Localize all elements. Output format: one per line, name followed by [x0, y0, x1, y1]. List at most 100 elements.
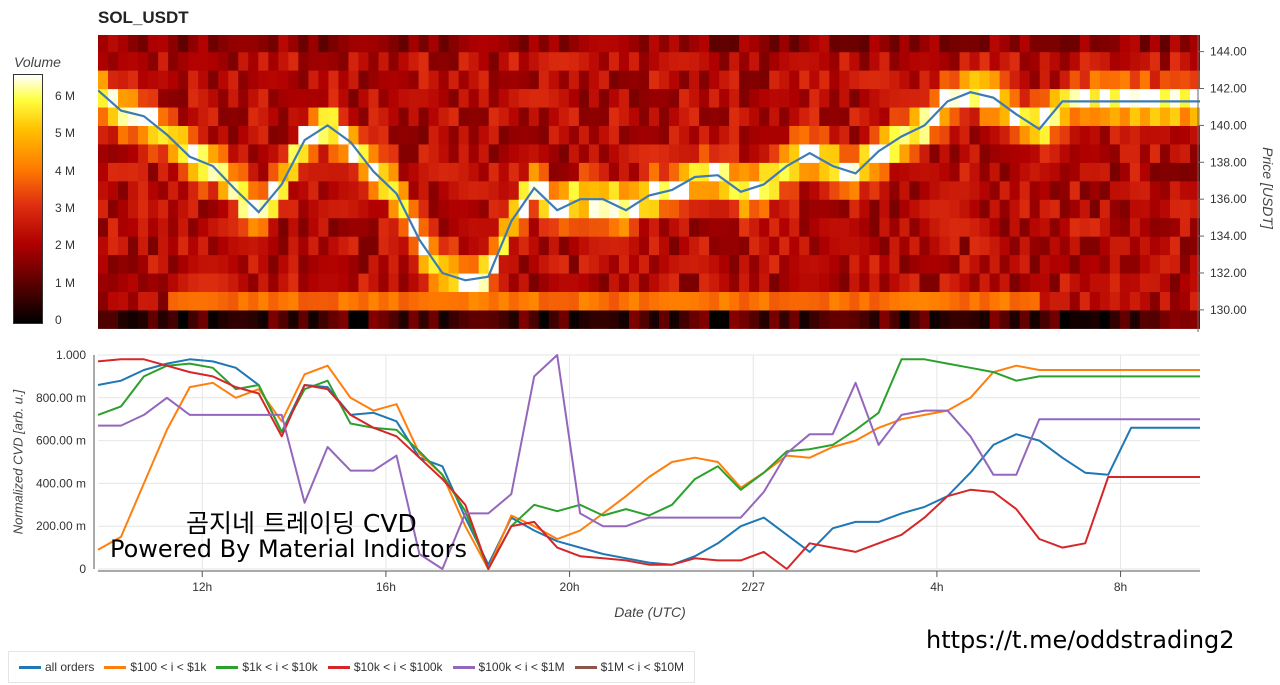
heatmap-cell	[829, 51, 840, 71]
heatmap-cell	[248, 291, 259, 311]
heatmap-cell	[248, 88, 259, 108]
heatmap-cell	[1179, 254, 1191, 274]
legend-item-100k-1m[interactable]: $100k < i < $1M	[452, 660, 565, 674]
heatmap-cell	[428, 143, 440, 163]
heatmap-cell	[508, 106, 520, 126]
heatmap-cell	[438, 51, 450, 71]
heatmap-cell	[799, 51, 810, 71]
heatmap-cell	[939, 291, 951, 311]
heatmap-cell	[749, 236, 760, 256]
heatmap-cell	[448, 88, 460, 108]
legend-item-10k-100k[interactable]: $10k < i < $100k	[327, 660, 443, 674]
heatmap-cell	[1039, 162, 1051, 182]
heatmap-cell	[1079, 162, 1091, 182]
heatmap-cell	[598, 88, 610, 108]
heatmap-cell	[618, 254, 630, 274]
heatmap-cell	[258, 162, 269, 182]
legend-item-all-orders[interactable]: all orders	[19, 660, 94, 674]
heatmap-cell	[228, 199, 239, 219]
heatmap-cell	[879, 125, 891, 145]
heatmap-cell	[268, 272, 279, 293]
heatmap-cell	[889, 143, 901, 163]
telegram-link[interactable]: https://t.me/oddstrading2	[926, 626, 1235, 654]
heatmap-cell	[789, 143, 800, 163]
heatmap-cell	[1029, 236, 1041, 256]
heatmap-cell	[859, 162, 870, 182]
heatmap-cell	[719, 254, 730, 274]
heatmap-cell	[1109, 180, 1121, 200]
heatmap-cell	[999, 254, 1011, 274]
colorbar-tick: 6 M	[55, 89, 76, 103]
heatmap-cell	[408, 143, 420, 163]
heatmap-cell	[1149, 125, 1161, 145]
heatmap-cell	[1149, 236, 1161, 256]
heatmap-cell	[759, 180, 770, 200]
heatmap-cell	[448, 70, 460, 90]
heatmap-cell	[218, 291, 229, 311]
heatmap-cell	[98, 162, 109, 182]
heatmap-cell	[929, 309, 941, 329]
heatmap-cell	[1069, 199, 1081, 219]
heatmap-cell	[458, 88, 470, 108]
heatmap-cell	[1019, 199, 1031, 219]
heatmap-cell	[388, 35, 400, 53]
heatmap-cell	[909, 199, 921, 219]
heatmap-cell	[128, 51, 139, 71]
heatmap-cell	[1089, 291, 1101, 311]
heatmap-cell	[478, 70, 490, 90]
cvd-gridlines	[98, 354, 1200, 570]
heatmap-cell	[98, 125, 109, 145]
heatmap-cell	[118, 162, 129, 182]
heatmap-cell	[959, 125, 971, 145]
heatmap-cell	[408, 51, 420, 71]
heatmap-cell	[989, 162, 1001, 182]
heatmap-cell	[128, 180, 139, 200]
heatmap-cell	[679, 35, 690, 53]
heatmap-cell	[198, 162, 209, 182]
heatmap-cell	[949, 143, 961, 163]
heatmap-cell	[558, 125, 570, 145]
heatmap-cell	[338, 51, 350, 71]
volume-heatmap[interactable]	[98, 35, 1200, 332]
heatmap-cell	[518, 199, 530, 219]
legend-item-100-1k[interactable]: $100 < i < $1k	[104, 660, 206, 674]
heatmap-cell	[929, 162, 941, 182]
heatmap-cell	[1119, 199, 1131, 219]
heatmap-cell	[1119, 143, 1131, 163]
heatmap-cell	[1069, 291, 1081, 311]
heatmap-cell	[288, 217, 299, 237]
heatmap-cell	[548, 217, 560, 237]
heatmap-cell	[538, 217, 550, 237]
heatmap-cell	[268, 217, 279, 237]
x-tick-label: 2/27	[742, 580, 766, 594]
heatmap-cell	[578, 291, 590, 311]
heatmap-cell	[598, 309, 610, 329]
heatmap-cell	[478, 272, 490, 293]
heatmap-cell	[1089, 70, 1101, 90]
heatmap-cell	[278, 88, 289, 108]
heatmap-cell	[769, 106, 780, 126]
heatmap-cell	[448, 162, 460, 182]
heatmap-cell	[839, 199, 850, 219]
legend-item-1k-10k[interactable]: $1k < i < $10k	[216, 660, 318, 674]
heatmap-cell	[468, 236, 480, 256]
heatmap-cell	[969, 35, 981, 53]
heatmap-cell	[1109, 254, 1121, 274]
legend-item-1m-10m[interactable]: $1M < i < $10M	[574, 660, 684, 674]
heatmap-cell	[578, 35, 590, 53]
heatmap-cell	[809, 199, 820, 219]
heatmap-cell	[348, 106, 360, 126]
heatmap-cell	[438, 199, 450, 219]
heatmap-cell	[248, 180, 259, 200]
heatmap-cell	[1059, 70, 1071, 90]
heatmap-cell	[238, 199, 249, 219]
heatmap-cell	[1189, 143, 1200, 163]
heatmap-cell	[859, 309, 870, 329]
heatmap-cell	[228, 217, 239, 237]
heatmap-cell	[468, 309, 480, 329]
heatmap-cell	[669, 180, 680, 200]
heatmap-cell	[719, 106, 730, 126]
heatmap-cell	[1079, 88, 1091, 108]
heatmap-cell	[719, 162, 730, 182]
